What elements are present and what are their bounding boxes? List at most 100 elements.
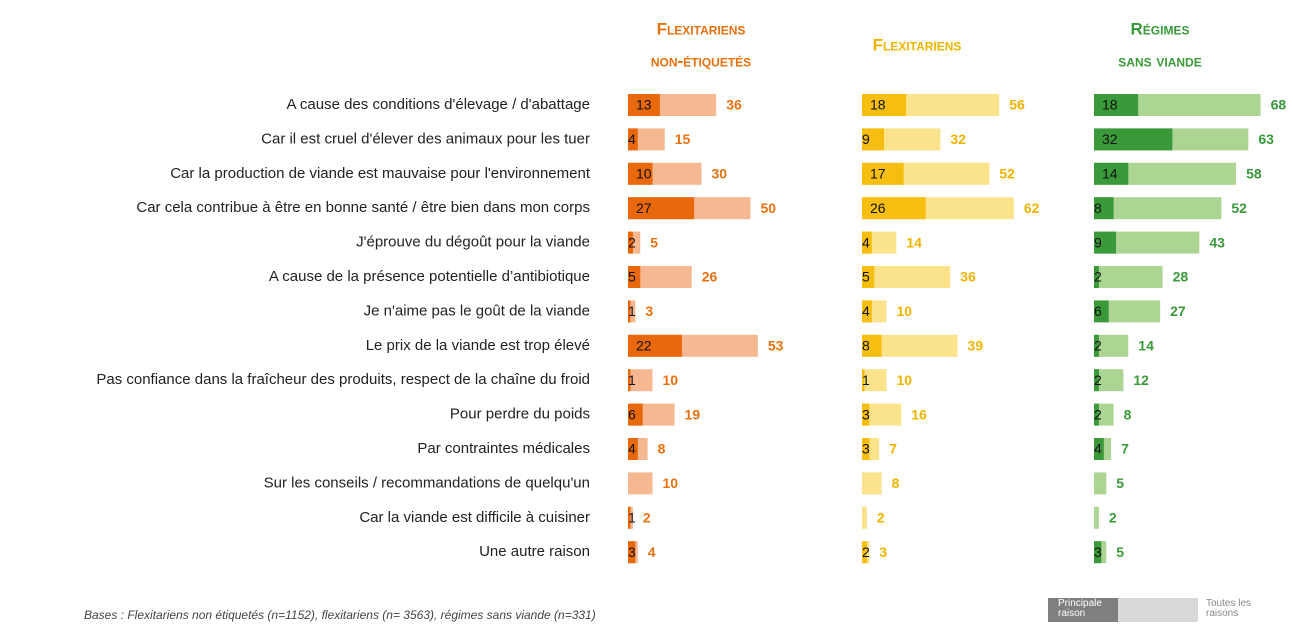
value-label: 43 <box>1209 234 1225 250</box>
category-label: Une autre raison <box>479 543 590 560</box>
value-label: 14 <box>1102 166 1118 182</box>
value-label: 50 <box>761 200 777 216</box>
category-label: Le prix de la viande est trop élevé <box>366 337 590 354</box>
category-label: A cause de la présence potentielle d’ant… <box>269 268 590 285</box>
bar-all <box>862 472 882 495</box>
value-label: 7 <box>889 441 897 457</box>
value-label: 5 <box>628 269 636 285</box>
value-label: 8 <box>1094 200 1102 216</box>
value-label: 6 <box>1094 303 1102 319</box>
bar-main <box>862 94 907 116</box>
value-label: 2 <box>877 510 885 526</box>
bar-all <box>862 334 958 357</box>
bar-main <box>1094 266 1099 288</box>
bar-all <box>628 300 636 323</box>
value-label: 10 <box>897 303 913 319</box>
bar-all <box>1094 162 1237 185</box>
category-label: Car la production de viande est mauvaise… <box>170 165 591 182</box>
value-label: 7 <box>1121 441 1129 457</box>
value-label: 30 <box>712 166 728 182</box>
bar-main <box>862 403 870 426</box>
bar-main <box>862 197 926 220</box>
bar-all <box>1094 300 1161 323</box>
group-title: Flexitariens <box>657 19 746 38</box>
bar-main <box>862 162 904 185</box>
bar-main <box>1094 334 1099 357</box>
bar-main <box>862 231 872 254</box>
bar-main <box>628 162 653 185</box>
value-label: 13 <box>636 97 652 113</box>
group-title: non-étiquetés <box>651 51 751 70</box>
value-label: 6 <box>628 406 636 422</box>
bar-main <box>1094 541 1102 564</box>
bar-main <box>1094 300 1109 323</box>
bar-main <box>628 369 631 392</box>
bar-main <box>628 128 638 151</box>
bar-main <box>1094 231 1117 254</box>
value-label: 26 <box>870 200 886 216</box>
bar-all <box>1094 506 1099 529</box>
value-label: 56 <box>1009 97 1025 113</box>
bar-all <box>862 369 887 392</box>
legend-swatch <box>1118 598 1198 622</box>
bar-main <box>1094 128 1173 151</box>
bar-main <box>862 128 885 151</box>
bar-main <box>1094 197 1114 220</box>
value-label: 1 <box>862 372 870 388</box>
value-label: 17 <box>870 166 886 182</box>
bar-main <box>628 94 660 116</box>
bar-main <box>628 438 638 460</box>
bar-all <box>1094 369 1124 392</box>
value-label: 3 <box>1094 544 1102 560</box>
value-label: 4 <box>628 441 636 457</box>
value-label: 16 <box>911 406 927 422</box>
value-label: 68 <box>1271 97 1287 113</box>
value-label: 10 <box>663 372 679 388</box>
bar-all <box>1094 266 1163 288</box>
value-label: 14 <box>1138 338 1154 354</box>
value-label: 5 <box>1116 475 1124 491</box>
category-label: Car la viande est difficile à cuisiner <box>359 509 590 526</box>
bar-main <box>862 438 870 460</box>
bar-main <box>628 266 641 288</box>
category-label: Sur les conseils / recommandations de qu… <box>264 474 590 491</box>
value-label: 1 <box>628 510 636 526</box>
value-label: 2 <box>1094 372 1102 388</box>
bar-all <box>1094 472 1107 495</box>
legend-label: Toutes les raisons <box>1206 598 1252 619</box>
bar-main <box>862 334 882 357</box>
value-label: 63 <box>1258 131 1274 147</box>
bar-main <box>862 266 875 288</box>
category-label: Je n'aime pas le goût de la viande <box>364 302 590 319</box>
value-label: 14 <box>906 234 922 250</box>
value-label: 9 <box>1094 234 1102 250</box>
bar-main <box>1094 438 1104 460</box>
bar-main <box>628 334 682 357</box>
value-label: 8 <box>892 475 900 491</box>
value-label: 9 <box>862 131 870 147</box>
category-label: A cause des conditions d'élevage / d'aba… <box>287 96 590 113</box>
value-label: 4 <box>648 544 656 560</box>
value-label: 10 <box>663 475 679 491</box>
value-label: 39 <box>968 338 984 354</box>
bar-main <box>1094 369 1099 392</box>
bar-main <box>862 300 872 323</box>
bar-main <box>628 403 643 426</box>
value-label: 36 <box>960 269 976 285</box>
value-label: 28 <box>1173 269 1189 285</box>
group-title: Régimes <box>1131 19 1190 38</box>
value-label: 8 <box>1124 406 1132 422</box>
value-label: 5 <box>1116 544 1124 560</box>
category-label: J'éprouve du dégoût pour la viande <box>356 234 590 251</box>
value-label: 2 <box>1094 406 1102 422</box>
value-label: 2 <box>1094 338 1102 354</box>
value-label: 3 <box>628 544 636 560</box>
value-label: 3 <box>862 406 870 422</box>
bar-main <box>1094 403 1099 426</box>
bar-all <box>628 266 692 288</box>
value-label: 15 <box>675 131 691 147</box>
value-label: 2 <box>862 544 870 560</box>
value-label: 3 <box>862 441 870 457</box>
bar-all <box>862 403 902 426</box>
